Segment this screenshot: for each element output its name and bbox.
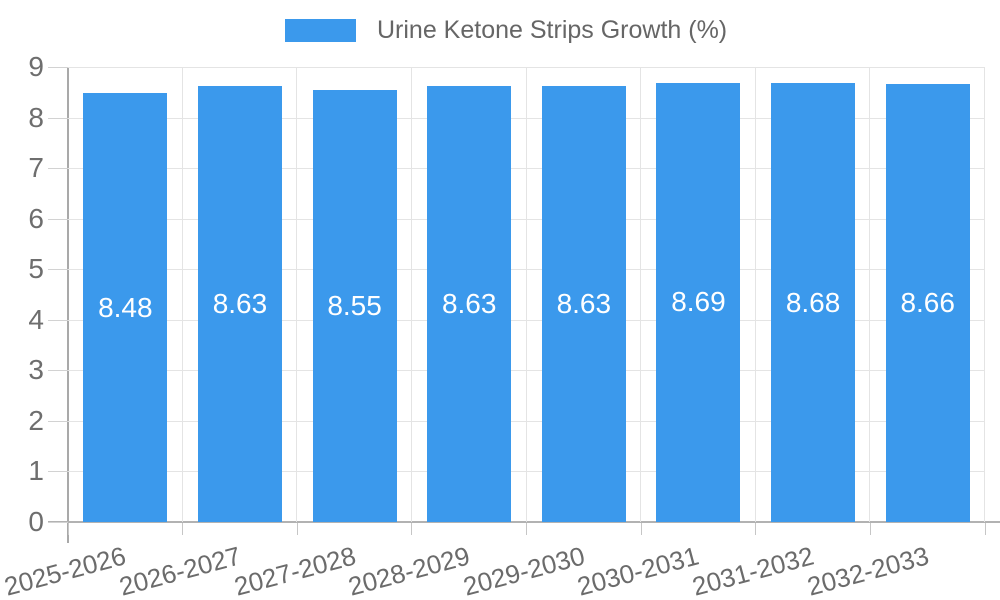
grid-line-horizontal <box>68 370 985 372</box>
y-axis-tick <box>48 67 68 68</box>
x-axis-tick <box>411 523 413 535</box>
y-axis-tick-label: 7 <box>28 152 44 184</box>
x-axis-line <box>48 521 1000 523</box>
y-axis-tick-label: 3 <box>28 354 44 386</box>
grid-line-vertical <box>754 67 756 522</box>
y-axis-tick-label: 2 <box>28 404 44 436</box>
bar-value-label: 8.63 <box>556 287 612 319</box>
bar <box>885 84 970 522</box>
grid-line-horizontal <box>68 218 985 220</box>
y-axis-tick <box>48 420 68 422</box>
grid-line-horizontal <box>68 319 985 321</box>
grid-line-vertical <box>410 67 412 522</box>
x-axis-tick <box>755 523 757 535</box>
grid-line-horizontal <box>68 269 985 271</box>
y-axis-tick <box>48 218 68 220</box>
x-axis-tick <box>984 523 986 535</box>
bar <box>771 83 856 522</box>
legend-swatch <box>285 19 356 42</box>
grid-line-vertical <box>296 67 298 522</box>
x-axis-tick <box>640 523 642 535</box>
legend: Urine Ketone Strips Growth (%) <box>285 16 727 45</box>
grid-line-horizontal <box>68 117 985 119</box>
grid-line-horizontal <box>68 67 985 68</box>
y-axis-tick-label: 6 <box>28 202 44 234</box>
y-axis-tick-label: 9 <box>28 51 44 82</box>
bar <box>197 85 282 522</box>
x-axis-tick <box>182 523 184 535</box>
y-axis-tick <box>48 471 68 473</box>
grid-line-horizontal <box>68 420 985 422</box>
y-axis-tick-label: 4 <box>28 303 44 335</box>
y-axis-tick-label: 5 <box>28 253 44 285</box>
x-axis-tick <box>526 523 527 535</box>
grid-line-vertical <box>525 67 527 522</box>
grid-line-vertical <box>640 67 642 522</box>
grid-line-vertical <box>181 67 183 522</box>
bar <box>656 82 741 522</box>
x-axis-tick <box>67 523 69 535</box>
bar-value-label: 8.55 <box>327 289 382 321</box>
grid-line-vertical <box>869 67 871 522</box>
bar-value-label: 8.69 <box>671 286 726 318</box>
y-axis-line <box>67 67 69 543</box>
grid-line-horizontal <box>68 168 985 170</box>
bar <box>83 93 168 522</box>
legend-item[interactable]: Urine Ketone Strips Growth (%) <box>285 16 727 45</box>
bar-value-label: 8.66 <box>900 287 955 319</box>
x-axis-tick <box>296 523 298 535</box>
legend-label: Urine Ketone Strips Growth (%) <box>377 16 728 44</box>
y-axis-tick <box>48 269 68 271</box>
bar-value-label: 8.68 <box>785 286 841 318</box>
y-axis-tick <box>48 370 68 372</box>
y-axis-tick-label: 8 <box>28 101 44 133</box>
grid-line-vertical <box>984 67 985 522</box>
y-axis-tick-label: 1 <box>28 455 44 487</box>
bar <box>541 85 626 522</box>
y-axis-tick <box>48 168 68 170</box>
bar-value-label: 8.63 <box>212 287 268 319</box>
x-axis-tick <box>869 523 871 535</box>
bar <box>312 89 397 522</box>
y-axis-tick <box>48 319 68 321</box>
bar <box>427 85 512 522</box>
y-axis-tick <box>48 117 68 119</box>
bar-value-label: 8.63 <box>441 287 497 319</box>
y-axis-tick <box>48 522 68 523</box>
grid-line-horizontal <box>68 471 985 473</box>
plot-area: 8.48 8.63 8.55 8.63 8.63 8.69 8.68 8.66 <box>68 67 985 522</box>
y-axis-tick-label: 0 <box>28 506 44 537</box>
bar-value-label: 8.48 <box>98 291 153 323</box>
